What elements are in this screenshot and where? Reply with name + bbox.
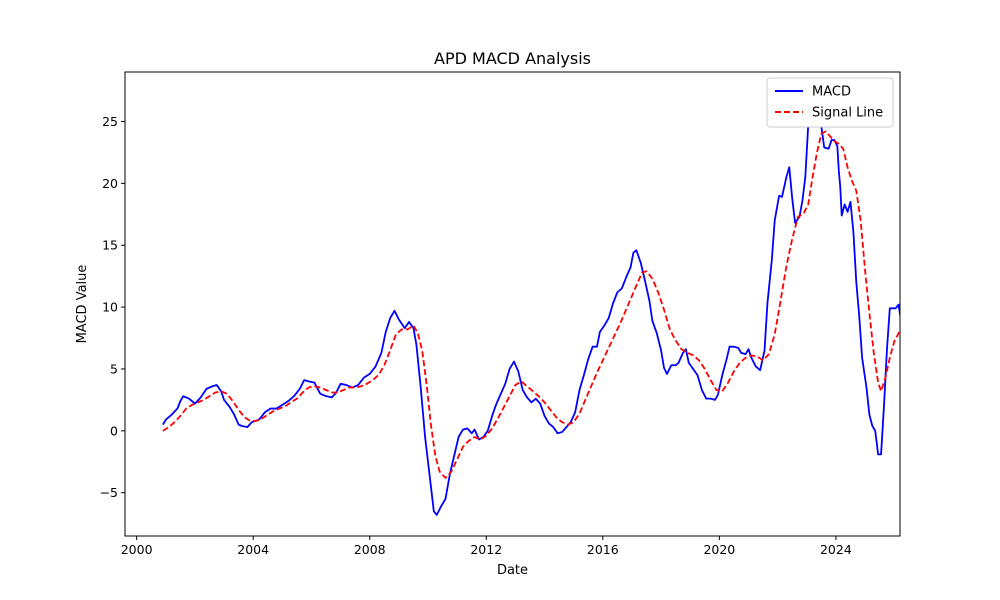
x-tick-label: 2020 bbox=[703, 542, 735, 557]
chart-title: APD MACD Analysis bbox=[434, 49, 591, 68]
x-tick-label: 2016 bbox=[587, 542, 619, 557]
x-tick-label: 2008 bbox=[354, 542, 386, 557]
macd-line bbox=[162, 90, 900, 516]
y-tick-label: 0 bbox=[110, 423, 118, 438]
y-tick-label: 5 bbox=[110, 361, 118, 376]
y-tick-label: 15 bbox=[102, 238, 118, 253]
series-layer bbox=[162, 90, 900, 516]
plot-frame bbox=[124, 71, 901, 537]
y-tick-label: 25 bbox=[102, 114, 118, 129]
legend-macd-label: MACD bbox=[812, 85, 851, 100]
signal-line bbox=[162, 130, 900, 479]
y-tick-label: 20 bbox=[102, 176, 118, 191]
legend: MACD Signal Line bbox=[766, 77, 894, 128]
y-axis-label: MACD Value bbox=[75, 265, 90, 344]
x-axis: 2000 2004 2008 2012 2016 2020 2024 bbox=[121, 536, 852, 557]
x-tick-label: 2024 bbox=[820, 542, 852, 557]
y-tick-label: −5 bbox=[100, 485, 118, 500]
x-tick-label: 2000 bbox=[121, 542, 153, 557]
x-tick-label: 2012 bbox=[470, 542, 502, 557]
y-axis: −5 0 5 10 15 20 25 bbox=[100, 114, 125, 500]
x-tick-label: 2004 bbox=[237, 542, 269, 557]
x-axis-label: Date bbox=[497, 563, 528, 578]
legend-signal-label: Signal Line bbox=[812, 106, 883, 121]
y-tick-label: 10 bbox=[102, 300, 118, 315]
plot-area bbox=[124, 71, 901, 537]
